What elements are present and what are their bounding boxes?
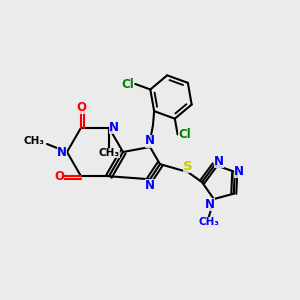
Text: N: N <box>234 165 244 178</box>
Text: N: N <box>109 121 119 134</box>
Text: CH₃: CH₃ <box>198 217 219 227</box>
Text: Cl: Cl <box>121 77 134 91</box>
Text: N: N <box>205 197 215 211</box>
Text: Cl: Cl <box>178 128 191 141</box>
Text: N: N <box>145 179 155 192</box>
Text: O: O <box>54 170 64 183</box>
Text: O: O <box>76 101 86 114</box>
Text: S: S <box>183 160 193 172</box>
Text: N: N <box>214 155 224 168</box>
Text: N: N <box>145 134 155 148</box>
Text: N: N <box>57 146 67 158</box>
Text: CH₃: CH₃ <box>98 148 119 158</box>
Text: CH₃: CH₃ <box>23 136 44 146</box>
